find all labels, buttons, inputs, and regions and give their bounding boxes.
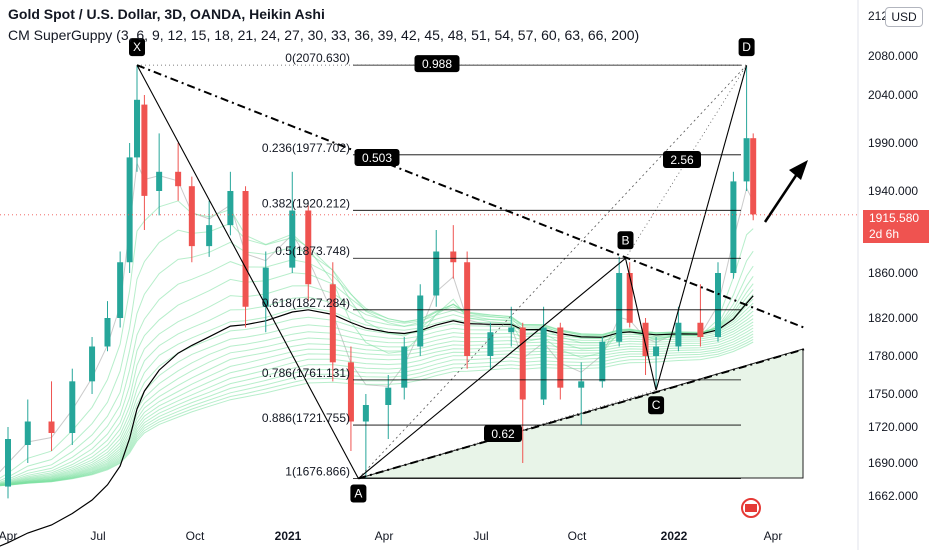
candle-body bbox=[363, 405, 369, 422]
y-tick-label: 2080.000 bbox=[868, 49, 918, 63]
candle-body bbox=[730, 181, 736, 273]
currency-button[interactable]: USD bbox=[885, 7, 923, 27]
y-tick-label: 1820.000 bbox=[868, 311, 918, 325]
candle-body bbox=[750, 138, 756, 214]
y-tick-label: 1780.000 bbox=[868, 349, 918, 363]
candle-body bbox=[697, 323, 703, 337]
chart-title: Gold Spot / U.S. Dollar, 3D, OANDA, Heik… bbox=[8, 6, 325, 22]
ratio-label: 2.56 bbox=[670, 153, 694, 167]
fib-level-label: 0(2070.630) bbox=[285, 51, 350, 65]
candle-body bbox=[508, 328, 514, 333]
candle-body bbox=[450, 252, 456, 263]
point-label: D bbox=[742, 40, 751, 54]
candle-body bbox=[156, 172, 162, 191]
fib-level-label: 0.618(1827.284) bbox=[262, 296, 350, 310]
countdown-tag: 2d 6h bbox=[863, 226, 929, 243]
x-tick-label: 2021 bbox=[275, 529, 302, 543]
x-tick-label: 2022 bbox=[661, 529, 688, 543]
y-tick-label: 1860.000 bbox=[868, 266, 918, 280]
candle-body bbox=[578, 381, 584, 387]
x-tick-label: Apr bbox=[375, 529, 394, 543]
fib-level-label: 0.886(1721.755) bbox=[262, 411, 350, 425]
point-label: A bbox=[354, 486, 362, 500]
candle-body bbox=[89, 347, 95, 382]
candle-body bbox=[69, 381, 75, 433]
ratio-label: 0.988 bbox=[422, 57, 452, 71]
candle-body bbox=[104, 318, 110, 347]
fib-level-label: 1(1676.866) bbox=[285, 464, 350, 478]
candle-body bbox=[117, 262, 123, 318]
candle-body bbox=[401, 347, 407, 388]
ratio-label: 0.62 bbox=[491, 427, 515, 441]
candle-body bbox=[227, 191, 233, 225]
candle-body bbox=[627, 273, 633, 323]
indicator-legend[interactable]: CM SuperGuppy (3, 6, 9, 12, 15, 18, 21, … bbox=[8, 27, 639, 43]
candle-body bbox=[175, 172, 181, 186]
candle-body bbox=[599, 342, 605, 382]
bullish-arrow-head bbox=[789, 160, 808, 180]
candle-body bbox=[520, 328, 526, 400]
candle-body bbox=[557, 328, 563, 388]
candle-body bbox=[25, 422, 31, 446]
candle-body bbox=[243, 191, 249, 307]
y-tick-label: 1940.000 bbox=[868, 184, 918, 198]
candle-body bbox=[385, 388, 391, 405]
candle-body bbox=[206, 225, 212, 246]
candle-body bbox=[541, 328, 547, 400]
candle-body bbox=[134, 100, 140, 158]
candle-body bbox=[464, 262, 470, 356]
candle-body bbox=[675, 323, 681, 347]
candle-body bbox=[141, 105, 147, 196]
x-tick-label: Apr bbox=[0, 529, 17, 543]
candle-body bbox=[5, 439, 11, 487]
flag-icon-body bbox=[745, 504, 757, 512]
x-tick-label: Oct bbox=[186, 529, 205, 543]
y-tick-label: 1720.000 bbox=[868, 420, 918, 434]
fib-level-label: 0.786(1761.131) bbox=[262, 366, 350, 380]
y-tick-label: 1990.000 bbox=[868, 136, 918, 150]
fib-level-label: 0.236(1977.702) bbox=[262, 141, 350, 155]
y-tick-label: 2040.000 bbox=[868, 88, 918, 102]
candle-body bbox=[289, 211, 295, 268]
candle-body bbox=[49, 422, 55, 434]
candle-body bbox=[643, 323, 649, 356]
x-tick-label: Oct bbox=[568, 529, 587, 543]
x-tick-label: Jul bbox=[90, 529, 105, 543]
y-tick-label: 1690.000 bbox=[868, 456, 918, 470]
candle-body bbox=[715, 273, 721, 337]
candle-body bbox=[744, 138, 750, 181]
y-tick-label: 1750.000 bbox=[868, 387, 918, 401]
point-label: C bbox=[652, 398, 661, 412]
candle-body bbox=[189, 186, 195, 246]
candle-body bbox=[653, 347, 659, 357]
point-label: B bbox=[621, 233, 629, 247]
candle-body bbox=[127, 157, 133, 262]
x-tick-label: Apr bbox=[764, 529, 783, 543]
y-tick-label: 1662.000 bbox=[868, 489, 918, 503]
candle-body bbox=[616, 273, 622, 342]
fib-level-label: 0.5(1873.748) bbox=[275, 244, 350, 258]
ratio-label: 0.503 bbox=[362, 151, 392, 165]
last-price-tag: 1915.580 bbox=[863, 210, 929, 227]
fib-level-label: 0.382(1920.212) bbox=[262, 196, 350, 210]
descending-trendline bbox=[137, 65, 805, 328]
candle-body bbox=[417, 296, 423, 347]
x-tick-label: Jul bbox=[473, 529, 488, 543]
